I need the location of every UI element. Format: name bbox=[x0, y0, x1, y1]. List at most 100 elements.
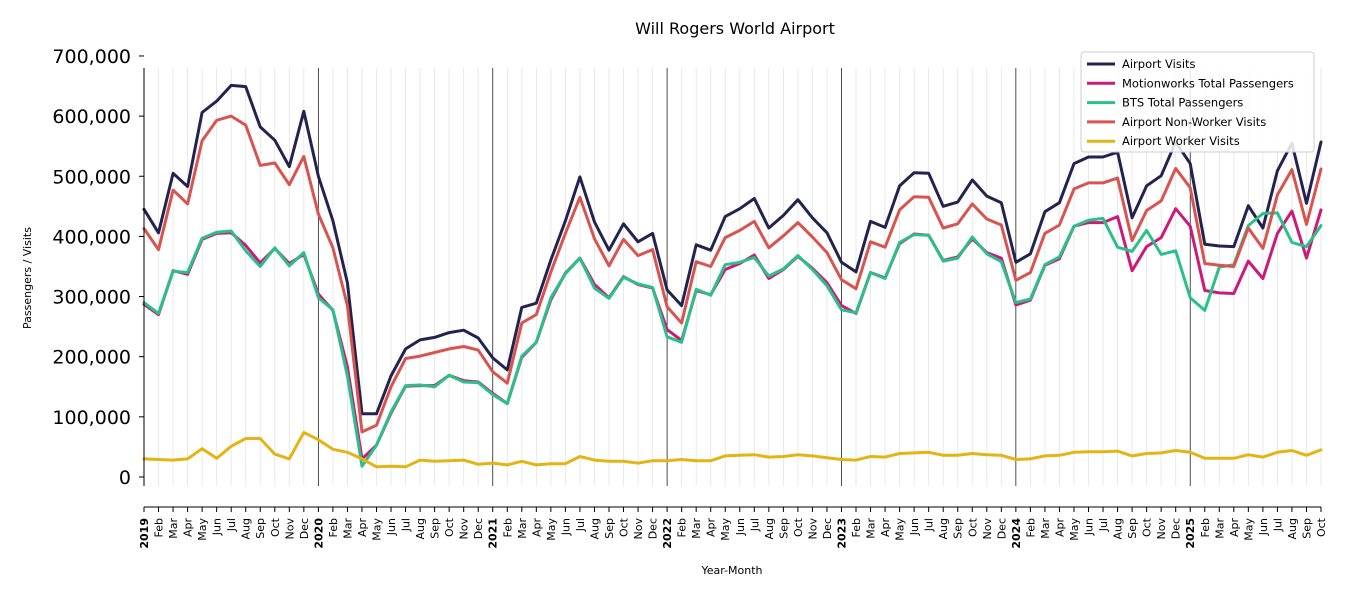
x-tick-label-month: Aug bbox=[588, 518, 601, 539]
x-tick-label-month: Mar bbox=[167, 518, 180, 539]
x-tick-label-month: Sep bbox=[952, 518, 965, 539]
x-tick-label-year: 2021 bbox=[487, 518, 500, 549]
x-tick-label-month: Mar bbox=[865, 518, 878, 539]
x-tick-label-year: 2019 bbox=[138, 518, 151, 549]
y-tick-label: 200,000 bbox=[52, 347, 131, 369]
x-tick-label-year: 2022 bbox=[661, 518, 674, 549]
x-tick-label-month: May bbox=[1242, 518, 1255, 541]
x-tick-label-month: Jun bbox=[211, 518, 224, 536]
x-tick-label-month: Mar bbox=[1039, 518, 1052, 539]
x-tick-label-month: Feb bbox=[327, 518, 340, 537]
x-tick-label-month: Feb bbox=[850, 518, 863, 537]
series-line-1 bbox=[142, 83, 1323, 416]
x-tick-label-month: Jul bbox=[748, 518, 761, 532]
legend-label: Airport Visits bbox=[1122, 57, 1196, 71]
x-tick-label-month: Mar bbox=[1213, 518, 1226, 539]
x-tick-label-month: Apr bbox=[182, 518, 195, 538]
legend: Airport Visits Motionworks Total Passenge… bbox=[1080, 51, 1315, 153]
x-tick-label-month: Apr bbox=[879, 518, 892, 538]
x-tick-label-month: Sep bbox=[603, 518, 616, 539]
x-tick-label-month: Oct bbox=[792, 517, 805, 537]
x-tick-label-month: Nov bbox=[806, 518, 819, 540]
x-tick-label-month: Apr bbox=[1228, 518, 1241, 538]
series-line-2 bbox=[142, 207, 1323, 461]
x-tick-label-month: Feb bbox=[676, 518, 689, 537]
x-tick-label-year: 2024 bbox=[1010, 518, 1023, 549]
x-tick-label-month: Jun bbox=[734, 518, 747, 536]
x-tick-label-month: Oct bbox=[443, 517, 456, 537]
x-tick-label-month: Dec bbox=[821, 518, 834, 539]
chart-title: Will Rogers World Airport bbox=[635, 19, 835, 38]
x-tick-label-month: Jul bbox=[400, 518, 413, 532]
y-tick-label: 100,000 bbox=[52, 407, 131, 429]
x-tick-label-year: 2023 bbox=[835, 518, 848, 549]
x-tick-label-month: Aug bbox=[414, 518, 427, 539]
y-tick-label: 600,000 bbox=[52, 106, 131, 128]
series-line-3 bbox=[142, 211, 1323, 468]
legend-label: Motionworks Total Passengers bbox=[1122, 76, 1294, 90]
x-axis-label: Year-Month bbox=[700, 564, 762, 577]
axes: 0 100,000 200,000 300,000 400,000 500,000 600,… bbox=[52, 46, 1328, 549]
x-tick-label-month: May bbox=[370, 518, 383, 541]
legend-label: Airport Worker Visits bbox=[1122, 134, 1240, 148]
x-tick-label-month: May bbox=[894, 518, 907, 541]
x-tick-label-month: May bbox=[196, 518, 209, 541]
x-tick-label-month: Jun bbox=[908, 518, 921, 536]
x-tick-label-month: Dec bbox=[298, 518, 311, 539]
x-tick-label-year: 2025 bbox=[1184, 518, 1197, 549]
x-tick-label-year: 2020 bbox=[312, 518, 325, 549]
x-tick-label-month: Apr bbox=[356, 518, 369, 538]
x-tick-label-month: Nov bbox=[981, 518, 994, 540]
x-tick-label-month: Mar bbox=[690, 518, 703, 539]
y-tick-label: 700,000 bbox=[52, 46, 131, 68]
x-tick-label-month: Mar bbox=[516, 518, 529, 539]
x-tick-label-month: Aug bbox=[1112, 518, 1125, 539]
x-tick-label-month: Sep bbox=[777, 518, 790, 539]
x-tick-label-month: Oct bbox=[1141, 517, 1154, 537]
x-tick-label-month: Dec bbox=[472, 518, 485, 539]
x-tick-label-month: Nov bbox=[1155, 518, 1168, 540]
legend-label: Airport Non-Worker Visits bbox=[1122, 115, 1266, 129]
x-tick-label-month: Aug bbox=[763, 518, 776, 539]
x-tick-label-month: Jul bbox=[225, 518, 238, 532]
y-tick-label: 500,000 bbox=[52, 166, 131, 188]
series-line-5 bbox=[142, 431, 1323, 469]
legend-box bbox=[1080, 51, 1315, 153]
x-tick-label-month: Jul bbox=[1097, 518, 1110, 532]
x-tick-label-month: Aug bbox=[937, 518, 950, 539]
x-tick-label-month: Feb bbox=[1199, 518, 1212, 537]
x-tick-label-month: Sep bbox=[429, 518, 442, 539]
x-tick-label-month: Apr bbox=[1053, 518, 1066, 538]
x-tick-label-month: Jul bbox=[1271, 518, 1284, 532]
x-tick-label-month: Jun bbox=[559, 518, 572, 536]
x-tick-label-month: Jul bbox=[574, 518, 587, 532]
series-line-4 bbox=[142, 114, 1323, 434]
x-tick-label-month: May bbox=[1068, 518, 1081, 541]
x-tick-label-month: Dec bbox=[995, 518, 1008, 539]
series-lines bbox=[142, 83, 1323, 469]
x-tick-label-month: Oct bbox=[618, 517, 631, 537]
x-tick-label-month: Sep bbox=[1126, 518, 1139, 539]
x-tick-label-month: Oct bbox=[1315, 517, 1328, 537]
x-tick-label-month: Jun bbox=[1083, 518, 1096, 536]
x-tick-label-month: Jun bbox=[385, 518, 398, 536]
x-tick-label-month: Nov bbox=[632, 518, 645, 540]
x-tick-label-month: Dec bbox=[647, 518, 660, 539]
x-tick-label-month: Sep bbox=[254, 518, 267, 539]
y-axis-label: Passengers / Visits bbox=[21, 227, 34, 329]
x-tick-label-month: Apr bbox=[705, 518, 718, 538]
x-tick-label-month: Nov bbox=[283, 518, 296, 540]
x-tick-label-month: Oct bbox=[966, 517, 979, 537]
x-tick-label-month: Apr bbox=[530, 518, 543, 538]
y-tick-label: 400,000 bbox=[52, 226, 131, 248]
x-tick-label-month: Aug bbox=[240, 518, 253, 539]
x-tick-label-month: May bbox=[719, 518, 732, 541]
x-tick-label-month: Mar bbox=[341, 518, 354, 539]
x-tick-label-month: Jul bbox=[923, 518, 936, 532]
x-tick-label-month: Feb bbox=[501, 518, 514, 537]
x-tick-label-month: Aug bbox=[1286, 518, 1299, 539]
y-tick-label: 0 bbox=[119, 467, 131, 489]
x-tick-label-month: Feb bbox=[153, 518, 166, 537]
